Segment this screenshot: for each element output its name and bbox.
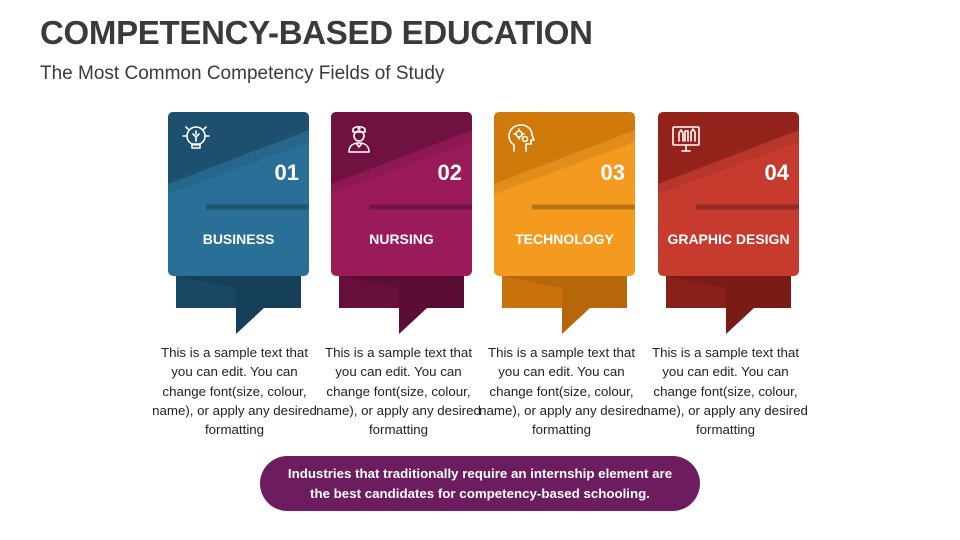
field-card: 01 BUSINESS [166,110,311,335]
page-title: COMPETENCY-BASED EDUCATION [40,14,593,51]
card-number: 02 [437,160,462,185]
card-description: This is a sample text that you can edit.… [152,345,317,438]
card-label: GRAPHIC DESIGN [667,231,790,247]
page-subtitle: The Most Common Competency Fields of Stu… [40,63,445,84]
card-number: 03 [600,160,625,185]
field-card: 02 NURSING [329,110,474,335]
card-description: This is a sample text that you can edit.… [479,345,644,438]
card-description: This is a sample text that you can edit.… [643,345,808,438]
footer-callout-text: Industries that traditionally require an… [287,465,673,501]
card-label: BUSINESS [202,231,275,247]
nurse-icon [343,122,375,154]
field-card: 03 TECHNOLOGY [492,110,637,335]
card-label: NURSING [369,231,434,247]
footer-callout: Industries that traditionally require an… [260,456,700,511]
monitor-tools-icon [670,122,702,154]
field-card: 04 GRAPHIC DESIGN [656,110,801,335]
card-label: TECHNOLOGY [515,231,614,247]
card-description: This is a sample text that you can edit.… [316,345,481,438]
ribbon-card-shape [331,112,472,334]
head-gears-icon [506,122,538,154]
card-number: 01 [274,160,299,185]
lightbulb-gears-icon [180,122,212,154]
ribbon-card-shape [494,112,635,334]
card-number: 04 [764,160,789,185]
